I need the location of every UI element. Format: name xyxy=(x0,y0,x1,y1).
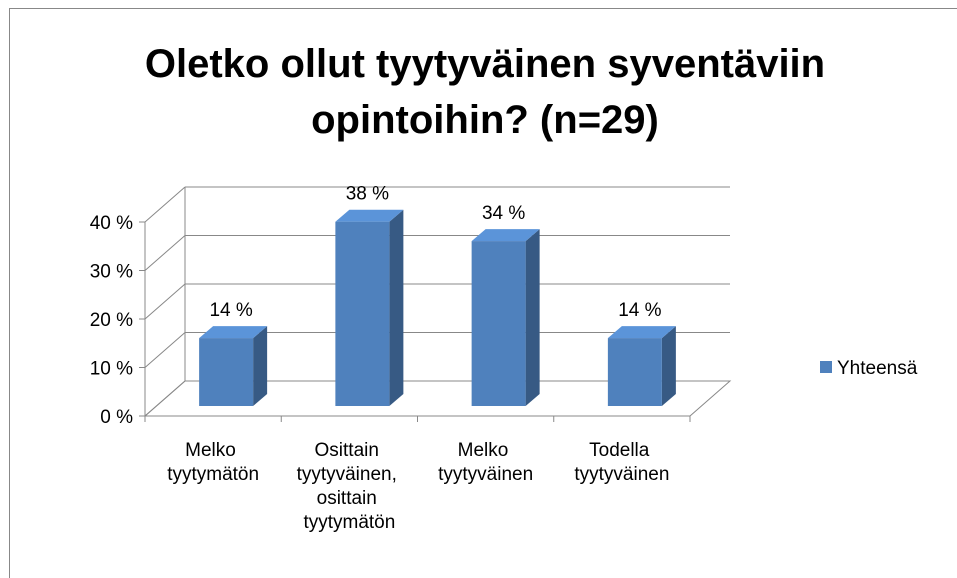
grid-line-side xyxy=(144,283,186,320)
bar-side xyxy=(389,209,404,406)
bar xyxy=(199,338,254,406)
y-tick-label: 30 % xyxy=(90,262,133,283)
legend-swatch xyxy=(820,361,832,373)
bar-top xyxy=(471,229,540,242)
grid-line-side xyxy=(144,235,186,271)
bar-side xyxy=(525,229,540,406)
grid-line-side xyxy=(144,380,186,417)
bar xyxy=(607,338,662,406)
legend-label: Yhteensä xyxy=(837,358,918,379)
bar-top xyxy=(335,209,404,222)
bar-side xyxy=(253,326,268,406)
bar-group xyxy=(199,326,268,406)
y-tick-label: 0 % xyxy=(100,407,133,428)
y-tick-label: 40 % xyxy=(90,213,133,234)
bar-group xyxy=(471,229,540,406)
x-tick-label: Melko tyytymätön xyxy=(167,440,259,485)
data-label: 14 % xyxy=(618,300,661,321)
grid-line-side xyxy=(144,186,186,223)
data-label: 38 % xyxy=(346,184,389,205)
bar-top xyxy=(607,326,676,339)
y-tick-label: 20 % xyxy=(90,310,133,331)
data-label: 34 % xyxy=(482,203,525,224)
bar-side xyxy=(661,326,676,406)
bar-top xyxy=(199,326,268,339)
bar xyxy=(471,241,526,406)
bar-group xyxy=(607,326,676,406)
chart-title: Oletko ollut tyytyväinen syventäviin opi… xyxy=(144,42,826,142)
x-tick-label: Melko tyytyväinen xyxy=(438,440,533,485)
bar xyxy=(335,221,390,406)
data-label: 14 % xyxy=(209,300,252,321)
y-tick-label: 10 % xyxy=(90,359,133,380)
bar-group xyxy=(335,209,404,406)
grid-line-side xyxy=(144,332,186,368)
x-tick-label: Todella tyytyväinen xyxy=(574,440,669,485)
x-tick-label: Osittain tyytyväinen, osittain tyytymätö… xyxy=(297,440,403,533)
